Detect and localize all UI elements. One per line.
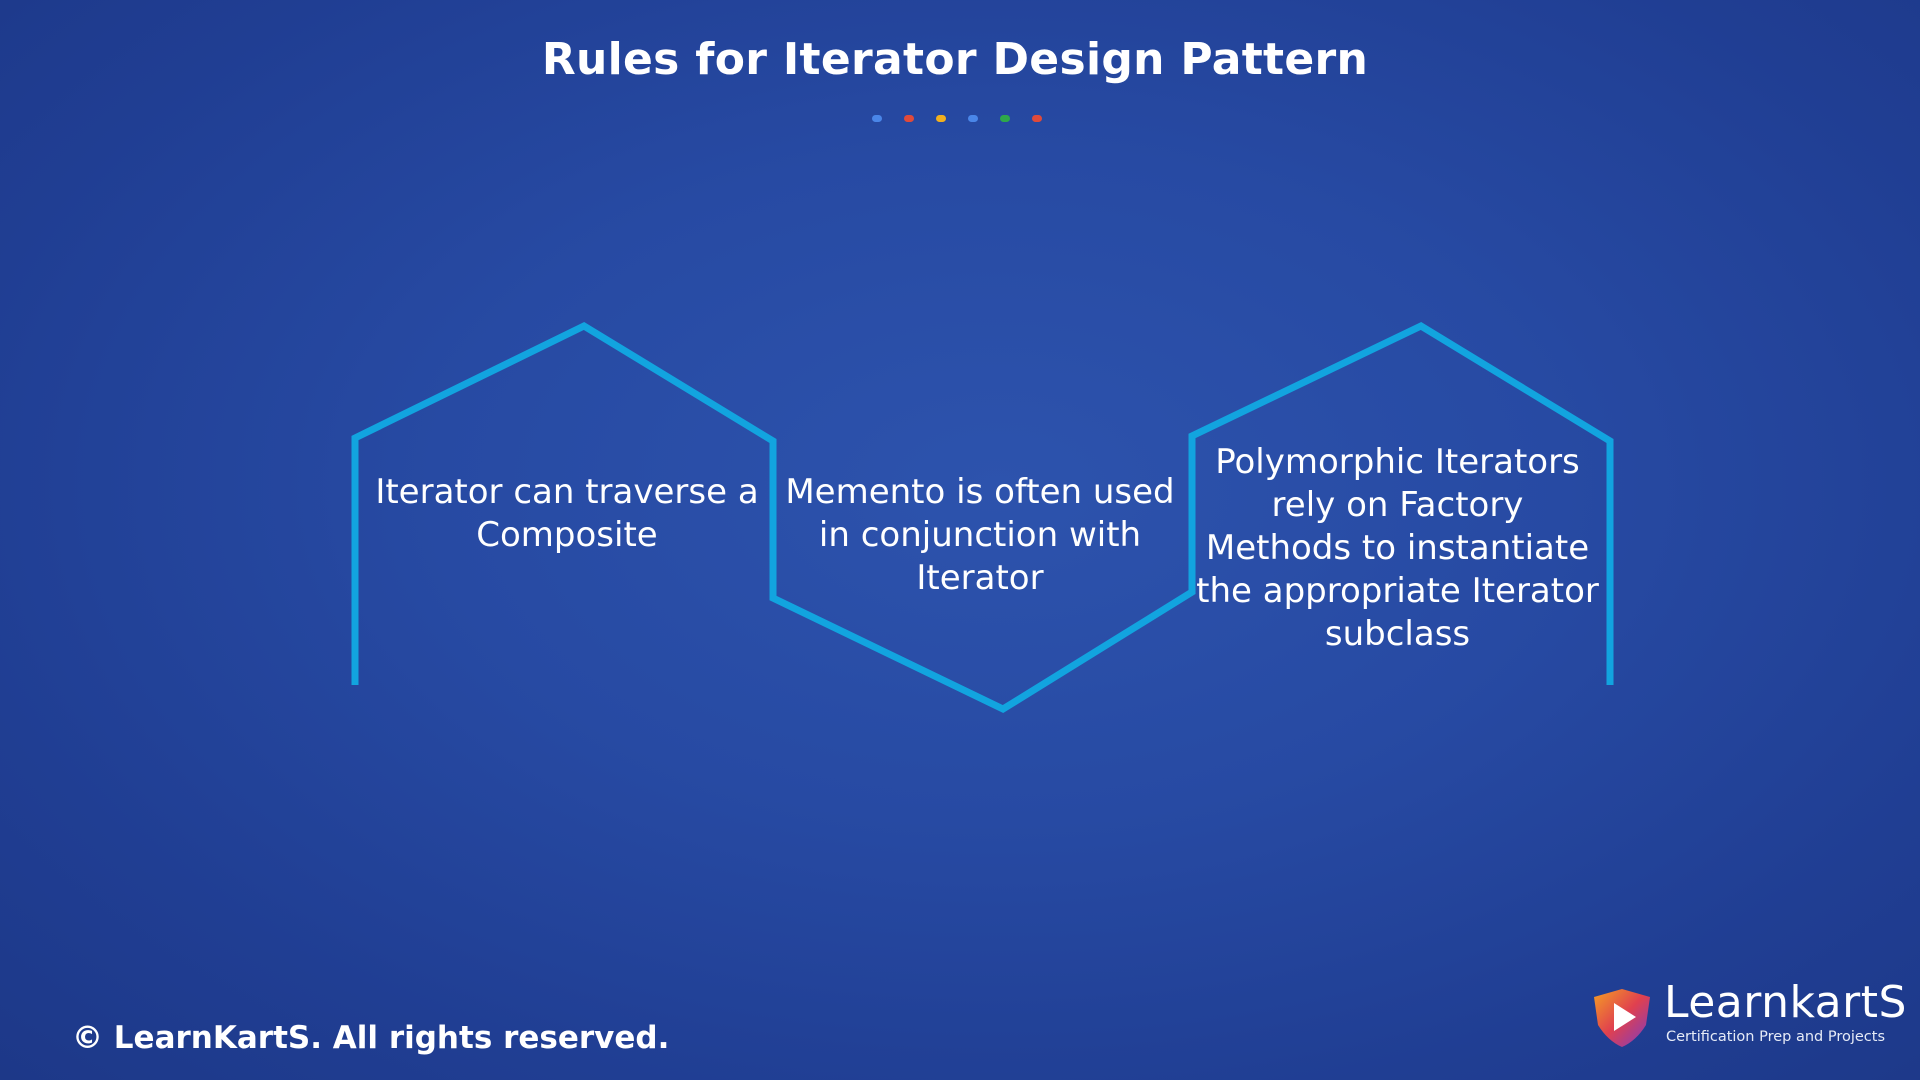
learnkarts-logo: LearnkartS Certification Prep and Projec… (1590, 977, 1906, 1047)
dot-3 (936, 115, 946, 122)
box-middle-text: Memento is often used in conjunction wit… (785, 472, 1175, 598)
dot-2 (904, 115, 914, 122)
dot-6 (1032, 115, 1042, 122)
box-right-text: Polymorphic Iterators rely on Factory Me… (1196, 442, 1599, 654)
dot-5 (1000, 115, 1010, 122)
slide-title: Rules for Iterator Design Pattern (541, 34, 1369, 85)
dot-1 (872, 115, 882, 122)
dot-4 (968, 115, 978, 122)
logo-tagline: Certification Prep and Projects (1666, 1029, 1886, 1045)
hexagon-right-outline (1188, 322, 1614, 685)
logo-shield-icon (1594, 989, 1650, 1047)
copyright-notice: © LearnKartS. All rights reserved. (72, 1020, 670, 1056)
box-left-text: Iterator can traverse a Composite (375, 472, 759, 555)
decorative-dots (872, 115, 1042, 122)
logo-name: LearnkartS (1664, 977, 1907, 1028)
